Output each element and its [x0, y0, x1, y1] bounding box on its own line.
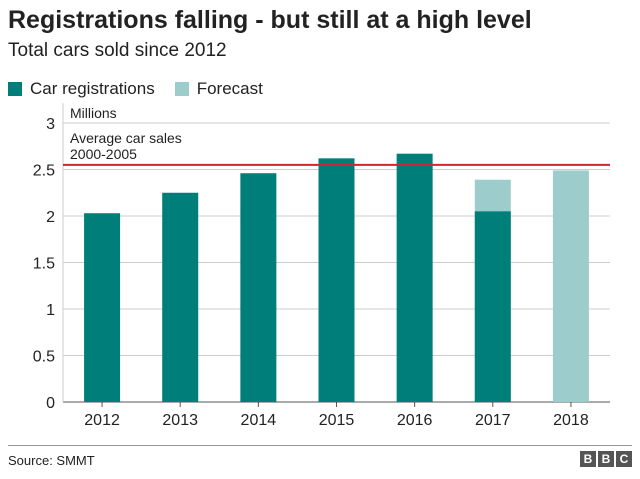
chart-title: Registrations falling - but still at a h…	[8, 6, 532, 34]
bar-registrations	[474, 211, 511, 402]
bar-registrations	[318, 158, 355, 402]
y-tick-label: 1.5	[33, 256, 55, 273]
x-tick-label: 2018	[553, 412, 589, 429]
bar-registrations	[162, 192, 199, 402]
bar-registrations	[396, 153, 433, 402]
bar-registrations	[240, 173, 277, 402]
x-tick-label: 2016	[397, 412, 433, 429]
legend-swatch	[8, 82, 22, 96]
legend: Car registrations Forecast	[8, 79, 263, 99]
y-axis-label: Millions	[70, 105, 117, 121]
y-tick-label: 2.5	[33, 163, 55, 180]
x-tick-label: 2014	[241, 412, 277, 429]
footer-divider	[8, 445, 632, 446]
x-tick-label: 2017	[475, 412, 511, 429]
x-tick-label: 2015	[319, 412, 355, 429]
source-note: Source: SMMT	[8, 453, 95, 468]
y-tick-label: 2	[46, 209, 55, 226]
y-tick-label: 0.5	[33, 349, 55, 366]
legend-swatch	[174, 82, 189, 96]
y-tick-label: 0	[46, 395, 55, 412]
legend-label: Forecast	[196, 79, 263, 98]
x-tick-label: 2012	[84, 412, 120, 429]
legend-item-registrations: Car registrations	[8, 79, 155, 99]
chart-area: 0 0.5 1 1.5 2 2.5 3 Millions 2012 2013 2014 2015 201…	[33, 103, 610, 429]
reference-line-label: 2000-2005	[70, 146, 137, 162]
legend-item-forecast: Forecast	[174, 79, 263, 99]
y-tick-label: 1	[46, 302, 55, 319]
x-tick-label: 2013	[162, 412, 198, 429]
bar-registrations	[84, 213, 121, 402]
chart-subtitle: Total cars sold since 2012	[8, 40, 227, 61]
bar-forecast	[552, 170, 589, 402]
legend-label: Car registrations	[30, 79, 155, 98]
reference-line-label: Average car sales	[70, 130, 182, 146]
y-tick-label: 3	[46, 116, 55, 133]
